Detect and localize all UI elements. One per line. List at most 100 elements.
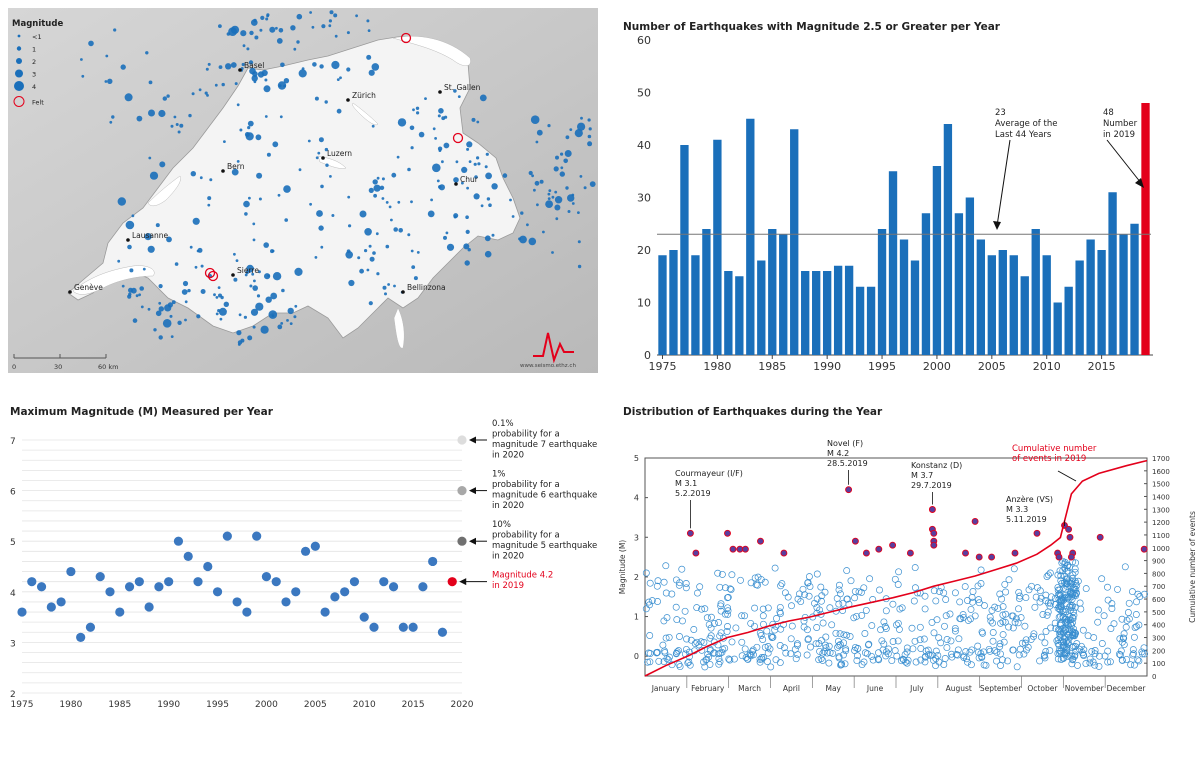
earthquake-dot — [443, 142, 450, 149]
earthquake-dot — [247, 120, 254, 127]
earthquake-dot — [553, 166, 559, 172]
event-circle — [1054, 635, 1062, 643]
event-circle — [1054, 571, 1062, 579]
event-circle — [710, 649, 718, 657]
earthquake-dot — [412, 108, 415, 112]
event-circle — [825, 659, 833, 667]
event-circle — [1062, 591, 1070, 599]
earthquake-dot — [166, 236, 172, 243]
earthquake-dot — [536, 129, 543, 136]
event-circle — [787, 650, 795, 658]
event-circle — [1098, 575, 1106, 583]
event-annotation: M 3.7 — [911, 471, 933, 480]
event-circle — [951, 589, 959, 597]
y2-tick-label: 1400 — [1152, 493, 1170, 501]
event-circle — [955, 635, 963, 643]
earthquake-dot — [166, 94, 170, 98]
earthquake-dot — [158, 306, 164, 312]
earthquake-dot — [296, 13, 303, 20]
bar — [779, 234, 788, 355]
event-circle — [673, 648, 681, 656]
earthquake-dot — [367, 29, 371, 32]
event-circle — [737, 576, 744, 584]
earthquake-dot — [564, 150, 572, 157]
y2-tick-label: 1700 — [1152, 455, 1170, 463]
event-circle — [781, 589, 789, 597]
earthquake-dot — [278, 28, 284, 33]
earthquake-dot — [200, 264, 204, 268]
earthquake-dot — [307, 139, 311, 143]
event-circle — [1036, 598, 1044, 606]
event-circle — [932, 662, 940, 670]
event-circle — [936, 588, 943, 595]
event-circle — [858, 611, 866, 619]
event-circle — [835, 586, 843, 594]
y2-tick-label: 200 — [1152, 647, 1165, 655]
earthquake-dot — [194, 265, 198, 269]
earthquake-dot — [317, 151, 321, 155]
earthquake-dot — [577, 264, 582, 269]
event-circle — [687, 636, 695, 644]
earthquake-dot — [438, 185, 442, 189]
event-circle — [1104, 658, 1112, 666]
y2-tick-label: 0 — [1152, 673, 1156, 681]
felt-event-point — [729, 545, 737, 553]
event-circle — [921, 592, 929, 600]
x-tick-label: 2000 — [923, 360, 951, 373]
earthquake-dot — [554, 204, 561, 211]
event-circle — [746, 651, 754, 659]
max-magnitude-point — [56, 597, 66, 607]
earthquake-dot — [587, 141, 593, 147]
earthquake-dot — [280, 322, 284, 325]
event-circle — [916, 623, 924, 631]
max-magnitude-point — [222, 531, 232, 541]
earthquake-dot — [372, 251, 376, 255]
earthquake-dot — [577, 122, 586, 131]
earthquake-dot — [121, 284, 125, 288]
event-circle — [964, 616, 972, 624]
event-circle — [1074, 577, 1082, 585]
max-magnitude-point — [27, 577, 37, 587]
bar — [1042, 255, 1051, 355]
earthquake-dot — [571, 202, 575, 205]
event-annotation: Novel (F) — [827, 439, 863, 448]
event-circle — [853, 612, 860, 620]
average-label-value: 23 — [995, 108, 1006, 118]
event-circle — [679, 617, 686, 625]
event-circle — [985, 645, 993, 653]
event-circle — [981, 602, 988, 610]
earthquake-dot — [260, 325, 269, 334]
city-label: Bellinzona — [407, 283, 446, 292]
earthquake-dot — [287, 307, 294, 315]
event-circle — [769, 633, 777, 641]
map-credit: www.seismo.ethz.ch — [520, 363, 576, 369]
event-circle — [1031, 603, 1039, 611]
event-circle — [935, 634, 943, 642]
earthquake-dot — [411, 265, 416, 269]
earthquake-dot — [548, 189, 552, 193]
event-circle — [1082, 660, 1090, 668]
y2-tick-label: 600 — [1152, 596, 1165, 604]
event-circle — [1062, 606, 1070, 614]
earthquake-dot — [246, 47, 250, 51]
event-circle — [759, 605, 767, 613]
event-circle — [1017, 614, 1025, 622]
city-dot — [401, 290, 405, 294]
earthquake-dot — [215, 296, 219, 299]
map-legend: <1 1 2 3 4 Felt — [13, 33, 44, 107]
event-circle — [908, 624, 916, 632]
earthquake-dot — [533, 188, 536, 192]
earthquake-dot — [518, 237, 522, 241]
city-dot — [321, 156, 325, 160]
event-circle — [1108, 605, 1116, 612]
event-circle — [960, 613, 968, 621]
event-circle — [707, 624, 715, 632]
legend-label: Felt — [32, 99, 44, 107]
max-magnitude-point-2019 — [447, 577, 457, 587]
felt-event-point — [906, 549, 914, 557]
event-circle — [1028, 582, 1035, 590]
earthquake-dot — [318, 225, 324, 231]
felt-event-point — [930, 541, 938, 549]
earthquake-dot — [359, 268, 364, 274]
event-circle — [980, 661, 988, 669]
